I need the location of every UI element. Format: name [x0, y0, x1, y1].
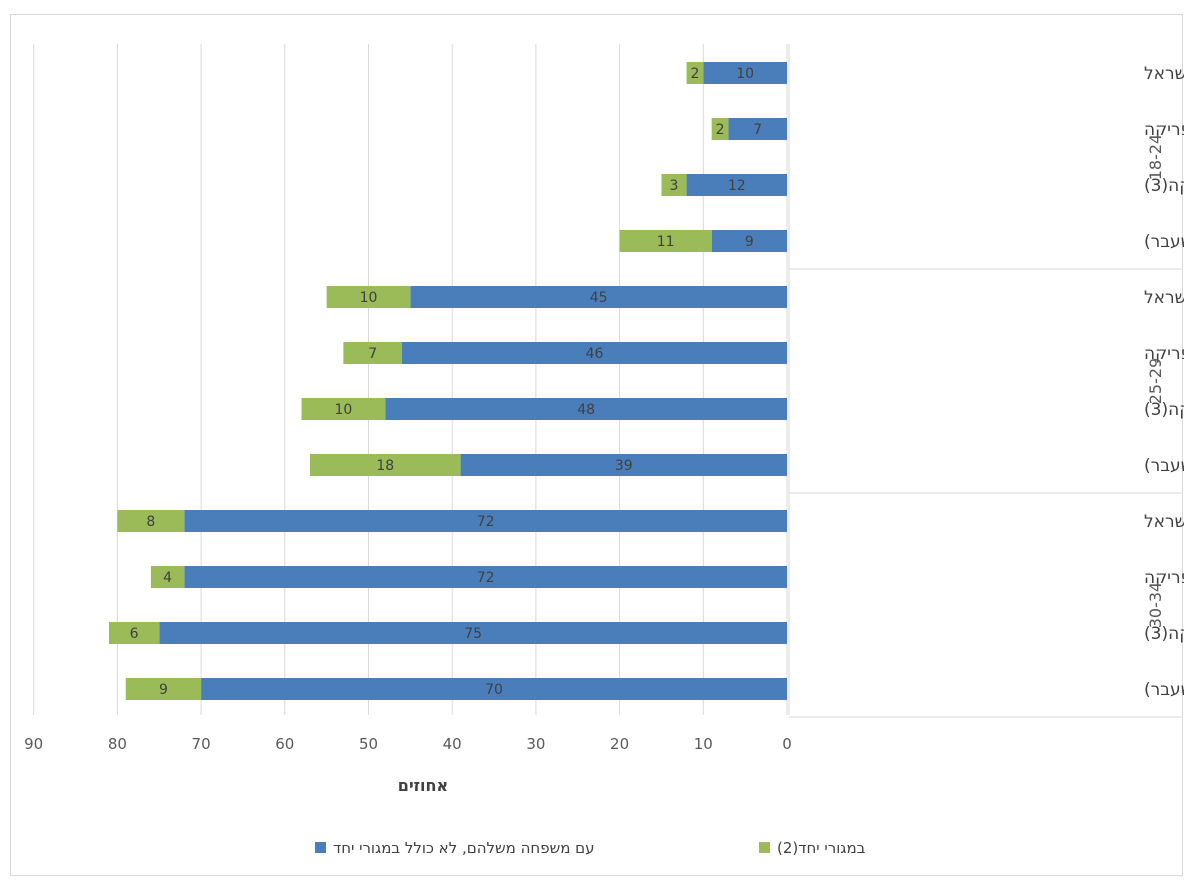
- bar-together: [326, 286, 411, 308]
- bar-together: [117, 510, 185, 532]
- x-tick-label: 80: [108, 735, 127, 753]
- data-label-family: 39: [615, 458, 633, 474]
- bar-family: [184, 510, 788, 532]
- category-label: עולי 1990 ואילך מבריה"מ (לשעבר): [1144, 456, 1184, 476]
- data-label-together: 9: [159, 682, 168, 698]
- legend: עם משפחה משלהם, לא כולל במגורי יחד במגורי…: [315, 839, 866, 857]
- category-label: ישראל: [1144, 64, 1184, 84]
- category-label: אירופה-אמריקה(3): [1144, 400, 1184, 420]
- bar-family: [460, 454, 787, 476]
- data-label-together: 2: [690, 66, 699, 82]
- bar-together: [109, 622, 160, 644]
- x-tick-label: 60: [275, 735, 294, 753]
- bar-family: [401, 342, 787, 364]
- gridlines: [33, 44, 1183, 718]
- x-tick-label: 30: [526, 735, 545, 753]
- bar-together: [343, 342, 402, 364]
- x-tick-labels: 0 10 20 30 40 50 60 70 80 90: [24, 735, 792, 753]
- data-label-together: 10: [334, 402, 352, 418]
- category-label: ישראל: [1144, 288, 1184, 308]
- data-label-together: 18: [376, 458, 394, 474]
- x-tick-label: 20: [610, 735, 629, 753]
- data-label-family: 70: [485, 682, 503, 698]
- data-label-family: 75: [464, 626, 482, 642]
- bar-together: [711, 118, 729, 140]
- data-label-together: 6: [130, 626, 139, 642]
- data-label-family: 46: [586, 346, 604, 362]
- category-label: אסיה-אפריקה: [1144, 120, 1184, 140]
- data-label-family: 72: [477, 570, 495, 586]
- bar-together: [309, 454, 461, 476]
- bar-together: [150, 566, 185, 588]
- bar-together: [686, 62, 704, 84]
- bar-together: [301, 398, 386, 420]
- bar-family: [711, 230, 787, 252]
- data-label-family: 12: [728, 178, 746, 194]
- bar-together: [661, 174, 687, 196]
- data-label-family: 10: [736, 66, 754, 82]
- bar-family: [159, 622, 787, 644]
- bar-family: [201, 678, 788, 700]
- category-label: אירופה-אמריקה(3): [1144, 176, 1184, 196]
- category-label: אסיה-אפריקה: [1144, 568, 1184, 588]
- legend-label-family: עם משפחה משלהם, לא כולל במגורי יחד: [333, 839, 595, 857]
- data-label-family: 48: [577, 402, 595, 418]
- x-tick-label: 90: [24, 735, 43, 753]
- data-label-family: 45: [590, 290, 608, 306]
- data-label-family: 72: [477, 514, 495, 530]
- x-tick-label: 10: [694, 735, 713, 753]
- data-label-together: 8: [146, 514, 155, 530]
- category-label: אסיה-אפריקה: [1144, 344, 1184, 364]
- bar-family: [184, 566, 788, 588]
- data-label-together: 7: [368, 346, 377, 362]
- data-label-together: 4: [163, 570, 172, 586]
- data-label-family: 7: [753, 122, 762, 138]
- legend-swatch-together: [759, 842, 770, 853]
- group-label: 25-29: [1146, 358, 1165, 405]
- x-tick-label: 70: [192, 735, 211, 753]
- legend-label-together: במגורי יחד(2): [777, 839, 866, 857]
- category-label: אירופה-אמריקה(3): [1144, 624, 1184, 644]
- bar-family: [703, 62, 787, 84]
- group-label: 18-24: [1146, 134, 1165, 181]
- bar-family: [686, 174, 787, 196]
- x-tick-label: 40: [443, 735, 462, 753]
- group-label: 30-34: [1146, 582, 1165, 629]
- data-label-together: 11: [657, 234, 675, 250]
- bar-family: [385, 398, 787, 420]
- legend-swatch-family: [315, 842, 326, 853]
- data-label-family: 9: [745, 234, 754, 250]
- category-labels: ישראל אסיה-אפריקה אירופה-אמריקה(3) עולי 199…: [1144, 64, 1194, 700]
- category-label: עולי 1990 ואילך מבריה"מ (לשעבר): [1144, 232, 1184, 252]
- category-label: עולי 1990 ואילך מבריה"מ (לשעבר): [1144, 680, 1184, 700]
- x-tick-label: 0: [782, 735, 792, 753]
- category-label: ישראל: [1144, 512, 1184, 532]
- data-label-together: 3: [670, 178, 679, 194]
- x-tick-label: 50: [359, 735, 378, 753]
- x-axis-title: אחוזים: [398, 776, 448, 795]
- bar-family: [410, 286, 787, 308]
- data-label-together: 10: [360, 290, 378, 306]
- bar-together: [125, 678, 202, 700]
- bar-family: [728, 118, 787, 140]
- bar-together: [619, 230, 712, 252]
- data-label-together: 2: [716, 122, 725, 138]
